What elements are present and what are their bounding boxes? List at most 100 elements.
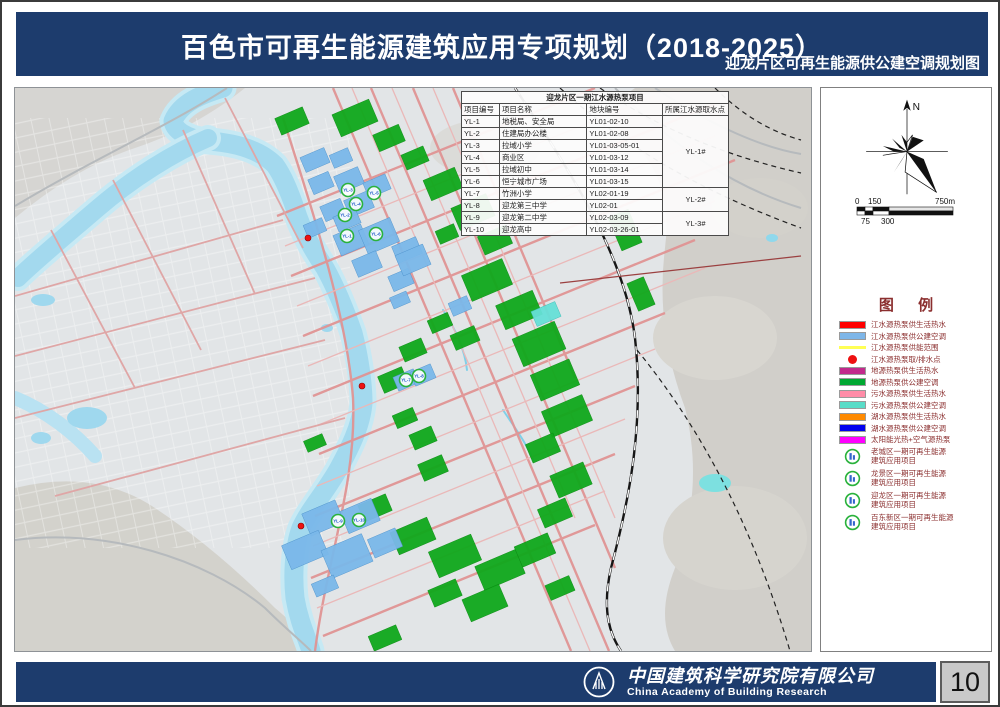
legend-item-label: 污水源热泵供生活热水 [871,389,946,398]
legend-item: 地源热泵供公建空调 [839,378,987,388]
table-cell: YL-4 [461,151,500,164]
legend-item-label: 湖水源热泵供生活热水 [871,412,946,421]
legend-item: 湖水源热泵供公建空调 [839,424,987,434]
table-cell: 拉域小学 [498,139,588,152]
legend-item-label: 老城区一期可再生能源 建筑应用项目 [871,446,946,466]
project-marker[interactable]: YL-5 [366,185,382,201]
project-marker[interactable]: YL-9 [330,513,346,529]
table-cell: YL-3 [461,139,500,152]
old-city-texture [15,118,350,548]
svg-text:300: 300 [881,217,895,226]
table-cell: YL02-01 [586,199,663,212]
project-marker-label: YL-8 [414,374,424,379]
intake-point-dot [304,234,312,242]
legend-swatch-icon [839,378,866,387]
project-marker[interactable]: YL-6 [368,226,384,242]
legend-list: 江水源热泵供生活热水 江水源热泵供公建空调 江水源热泵供能范围 江水源热泵取/排水点地… [839,320,987,535]
table-cell: YL02-03-26-01 [586,223,663,236]
table-cell: YL01-02-10 [586,115,663,128]
project-marker[interactable]: YL-4 [348,196,364,212]
legend-marker-icon [839,448,866,465]
table-row: YL-1 地税局、安全局 YL01-02-10 YL-1# [461,115,730,188]
river [15,88,534,651]
scale-bar: 0 150 750m 75 300 [855,197,955,226]
table-cell: YL02-01-19 [586,187,663,200]
project-table: 迎龙片区一期江水源热泵项目 项目编号 项目名称 地块编号 所属江水源取水点 YL-1 地… [461,91,730,236]
table-cell: YL-1 [461,115,500,128]
project-marker-label: YL-4 [351,202,361,207]
project-marker[interactable]: YL-3 [340,182,356,198]
legend-item: 污水源热泵供生活热水 [839,389,987,399]
page-subtitle: 迎龙片区可再生能源供公建空调规划图 [724,55,980,72]
project-marker-label: YL-9 [333,519,343,524]
project-marker-label: YL-1 [342,234,352,239]
legend-marker-icon [839,470,866,487]
legend-item-label: 百东新区一期可再生能源 建筑应用项目 [871,512,954,532]
project-marker[interactable]: YL-2 [337,207,353,223]
table-cell: YL-9 [461,211,500,224]
intake-group-cell: YL-2# [661,187,730,212]
legend-item-label: 江水源热泵取/排水点 [871,354,941,364]
legend-line-icon [839,346,866,350]
legend-item-label: 地源热泵供公建空调 [871,377,939,387]
legend-swatch-icon [839,412,866,421]
legend-swatch-icon [839,424,866,433]
cabr-logo-icon [583,666,615,698]
table-cell: 地税局、安全局 [498,115,588,128]
legend-swatch-icon [839,435,866,444]
table-cell: 竹洲小学 [498,187,588,200]
legend-item-label: 江水源热泵供能范围 [871,343,939,352]
table-cell: YL01-03-14 [586,163,663,176]
legend-dot-icon [839,354,866,364]
table-row: YL-7 竹洲小学 YL02-01-19 YL-2# [461,187,730,212]
legend-item: 江水源热泵取/排水点 [839,355,987,365]
column-header: 所属江水源取水点 [661,103,730,116]
table-cell: 住建局办公楼 [498,127,588,140]
svg-text:0: 0 [855,197,860,206]
column-header: 地块编号 [586,103,663,116]
project-table-header: 项目编号 项目名称 地块编号 所属江水源取水点 [461,103,730,116]
project-markers: YL-1 YL-2 YL-3 YL-4 YL-5 YL-6 YL-7YL-8 YL-9 YL-1… [330,182,427,529]
company-name-block: 中国建筑科学研究院有限公司 China Academy of Building … [627,667,874,698]
legend-swatch-icon [839,401,866,410]
project-marker[interactable]: YL-10 [351,512,367,528]
legend-item-label: 湖水源热泵供公建空调 [871,423,946,433]
page-title: 百色市可再生能源建筑应用专项规划（2018-2025） [180,33,824,63]
legend-swatch-icon [839,389,866,398]
table-row: YL-2 住建局办公楼 YL01-02-08 [461,127,729,140]
north-label: N [913,102,920,113]
legend-marker-icon [839,514,866,531]
legend-item-label: 地源热泵供生活热水 [871,366,939,375]
legend-swatch-icon [839,320,866,329]
page-number: 10 [940,661,990,703]
table-row: YL-3 拉域小学 YL01-03-05-01 [461,139,729,152]
project-marker[interactable]: YL-8 [411,368,427,384]
table-cell: 迎龙第二中学 [498,211,588,224]
legend-item: 龙景区一期可再生能源 建筑应用项目 [839,469,987,488]
svg-text:750m: 750m [935,197,955,206]
project-marker[interactable]: YL-7 [398,372,414,388]
legend-swatch-icon [839,366,866,375]
planning-map[interactable]: YL-1 YL-2 YL-3 YL-4 YL-5 YL-6 YL-7 YL-8 YL-9 YL-1… [14,87,812,652]
table-cell: YL-5 [461,163,500,176]
legend-item: 地源热泵供生活热水 [839,366,987,376]
company-name-cn: 中国建筑科学研究院有限公司 [627,665,874,687]
legend-item-label: 江水源热泵供公建空调 [871,331,946,341]
table-cell: YL-2 [461,127,500,140]
table-cell: YL-6 [461,175,500,188]
column-header: 项目名称 [498,103,588,116]
intake-group-cell: YL-3# [661,211,730,236]
table-cell: 商业区 [498,151,588,164]
legend-title: 图 例 [878,297,944,314]
legend-item: 太阳能光热+空气源热泵 [839,435,987,445]
intake-point-dot [358,382,366,390]
company-name-en: China Academy of Building Research [627,685,827,698]
project-marker-label: YL-5 [369,191,379,196]
intake-points [297,234,366,530]
project-marker[interactable]: YL-1 [339,228,355,244]
parcels-sewage-source-ac [530,301,562,327]
footer-bar: 中国建筑科学研究院有限公司 China Academy of Building … [16,662,936,702]
project-marker-label: YL-10 [353,518,366,523]
legend-item: 江水源热泵供公建空调 [839,332,987,342]
